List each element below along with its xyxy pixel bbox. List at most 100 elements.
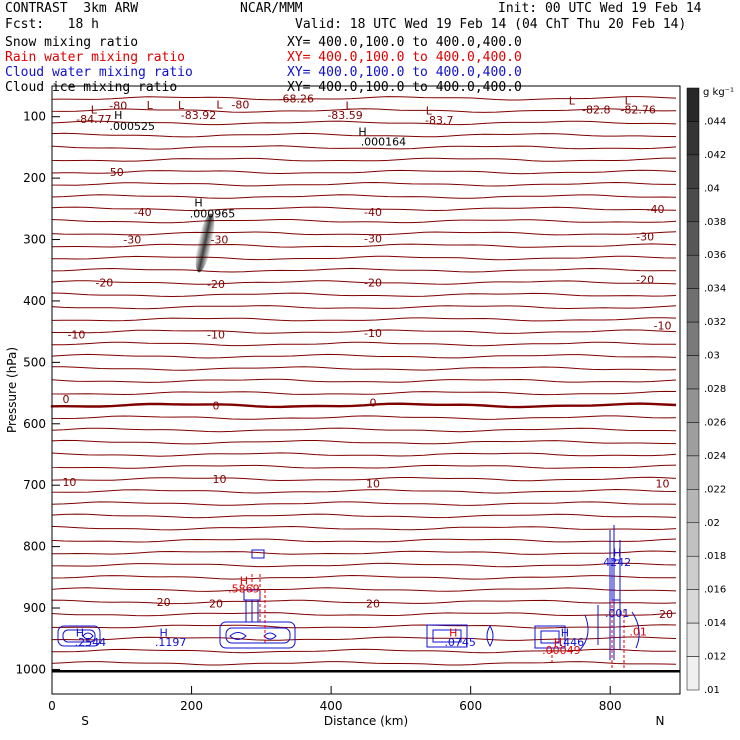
temperature-contour-label: -40 <box>364 206 382 219</box>
isotherm-line <box>51 464 677 469</box>
isotherm-line <box>51 488 677 494</box>
cloud-water-contours <box>57 525 640 660</box>
colorbar-tick-label: .014 <box>704 618 726 629</box>
extremum-label: .5869 <box>228 582 260 595</box>
isotherm-line <box>51 145 677 150</box>
isotherm-line <box>51 427 677 433</box>
temperature-contour-label: -10 <box>207 329 225 342</box>
extremum-label: .000525 <box>109 120 155 133</box>
x-tick-label: 800 <box>599 699 622 713</box>
colorbar-tick-label: .018 <box>704 551 726 562</box>
extremum-label: L <box>178 99 185 112</box>
colorbar-swatch <box>686 221 700 256</box>
legend-cloudice-label: Cloud ice mixing ratio <box>5 80 178 95</box>
temperature-contour-label: 10 <box>212 473 226 486</box>
extremum-label: -82.8 <box>582 103 610 116</box>
colorbar-tick-label: .026 <box>704 417 726 428</box>
isotherm-line <box>51 439 677 445</box>
isotherm-line <box>51 599 677 605</box>
isotherm-line <box>51 636 677 641</box>
temperature-contour-label: 20 <box>157 596 171 609</box>
model-title: CONTRAST 3km ARW <box>5 1 139 16</box>
colorbar-swatch <box>686 622 700 657</box>
isotherm-line <box>51 562 677 568</box>
colorbar-tick-label: .04 <box>704 183 720 194</box>
temperature-contour-label: -30 <box>210 234 228 247</box>
temperature-contours <box>50 96 677 666</box>
colorbar-tick-label: .022 <box>704 484 726 495</box>
snow-shading <box>195 213 215 273</box>
y-tick-label: 200 <box>23 171 46 185</box>
temperature-contour-label: -20 <box>95 277 113 290</box>
y-tick-label: 100 <box>23 110 46 124</box>
extremum-label: .446 <box>560 636 585 649</box>
temperature-contour-label: -20 <box>207 278 225 291</box>
isotherm-line <box>51 550 677 555</box>
isotherm-line <box>51 218 677 224</box>
isotherm-line <box>51 525 677 531</box>
isotherm-line <box>51 648 676 654</box>
colorbar-swatch <box>686 422 700 457</box>
isotherm-line <box>51 574 676 580</box>
temperature-contour-label: -30 <box>123 234 141 247</box>
extremum-label: -83.7 <box>425 114 453 127</box>
colorbar-tick-label: .042 <box>704 150 726 161</box>
extremum-label: 4242 <box>603 556 631 569</box>
extremum-label: L <box>91 103 98 116</box>
temperature-contour-label: -40 <box>134 206 152 219</box>
isotherm-line <box>51 292 677 298</box>
x-tick-label: 400 <box>320 699 343 713</box>
x-axis-label: Distance (km) <box>324 714 408 728</box>
extremum-label: -80 <box>109 100 127 113</box>
y-tick-label: 800 <box>23 540 46 554</box>
extremum-label: L <box>426 105 433 118</box>
isotherm-line <box>51 157 676 162</box>
y-tick-label: 400 <box>23 294 46 308</box>
isotherm-line <box>51 169 677 175</box>
extremum-label: .000965 <box>190 208 236 221</box>
extremum-label: -80 <box>231 98 249 111</box>
colorbar-tick-label: .036 <box>704 250 726 261</box>
y-tick-label: 700 <box>23 478 46 492</box>
extremum-label: .001 <box>605 607 630 620</box>
temperature-contour-label: -10 <box>67 329 85 342</box>
colorbar-tick-label: .038 <box>704 217 726 228</box>
colorbar-unit: g kg⁻¹ <box>703 87 734 98</box>
y-axis-label: Pressure (hPa) <box>5 347 19 433</box>
extremum-label: L <box>345 100 352 113</box>
temperature-contour-label: -20 <box>364 277 382 290</box>
isotherm-line <box>51 612 677 617</box>
extremum-label: H <box>449 627 457 640</box>
colorbar-tick-label: .044 <box>704 116 726 127</box>
isotherm-line <box>51 231 677 236</box>
colorbar-swatch <box>686 121 700 156</box>
temperature-contour-label: 0 <box>369 396 376 409</box>
extremum-label: -83.92 <box>181 109 216 122</box>
temperature-contour-label: 0 <box>62 393 69 406</box>
colorbar-swatch <box>686 489 700 524</box>
y-tick-label: 500 <box>23 355 46 369</box>
extremum-label: -68.26 <box>278 92 313 105</box>
colorbar-swatch <box>686 188 700 223</box>
isotherm-line <box>51 194 677 199</box>
isotherm-line <box>51 501 677 506</box>
colorbar-swatch <box>686 388 700 423</box>
colorbar-swatch <box>686 321 700 356</box>
plot-frame <box>51 85 681 695</box>
isotherm-line <box>51 353 677 359</box>
isotherm-line <box>51 513 677 519</box>
temperature-contour-label: 20 <box>659 608 673 621</box>
colorbar-tick-label: .024 <box>704 451 726 462</box>
isotherm-line <box>51 280 677 285</box>
colorbar-swatch <box>686 656 700 691</box>
temperature-contour-label: -10 <box>364 327 382 340</box>
isotherm-line <box>51 452 677 457</box>
temperature-contour-label: 20 <box>366 598 380 611</box>
isotherm-line <box>51 206 677 212</box>
init-label: Init: 00 UTC Wed 19 Feb 14 <box>498 1 702 16</box>
forecast-label: Fcst: 18 h <box>5 17 99 32</box>
colorbar-tick-label: .012 <box>704 652 726 663</box>
colorbar-swatch <box>686 87 700 122</box>
colorbar-swatch <box>686 355 700 390</box>
